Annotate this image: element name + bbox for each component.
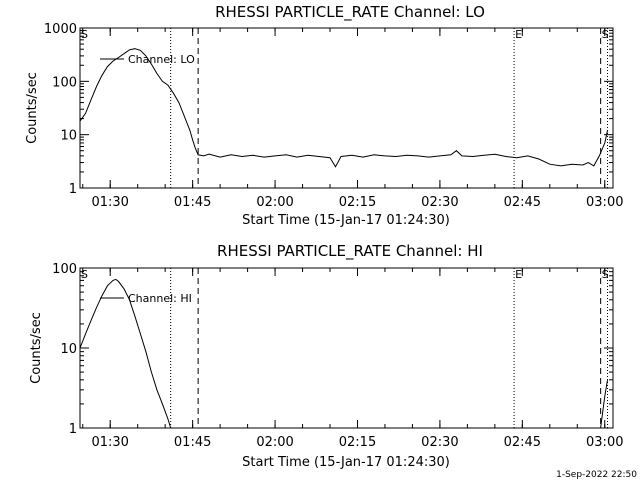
x-tick-label: 02:45 — [504, 195, 541, 210]
x-tick-label: 01:30 — [91, 435, 128, 450]
event-marker-label: S — [602, 268, 609, 281]
series-lines — [79, 278, 608, 429]
chart-title: RHESSI PARTICLE_RATE Channel: HI — [217, 242, 483, 261]
series-lines — [79, 48, 608, 168]
x-tick-label: 03:00 — [586, 435, 623, 450]
y-ticks: 1 10 100 — [52, 262, 613, 437]
x-tick-label: 03:00 — [586, 195, 623, 210]
x-axis-label: Start Time (15-Jan-17 01:24:30) — [242, 455, 450, 470]
chart-panel-lo: RHESSI PARTICLE_RATE Channel: LO Counts/… — [25, 3, 623, 228]
y-tick-label: 100 — [52, 75, 77, 90]
legend: Channel: HI — [100, 292, 192, 305]
x-tick-label: 02:00 — [256, 435, 293, 450]
x-tick-label: 01:30 — [91, 195, 128, 210]
chart-panel-hi: RHESSI PARTICLE_RATE Channel: HI Counts/… — [29, 242, 623, 470]
event-marker-label: S — [602, 28, 609, 41]
timestamp-label: 1-Sep-2022 22:50 — [556, 470, 637, 480]
y-tick-label: 10 — [60, 342, 77, 357]
chart-title: RHESSI PARTICLE_RATE Channel: LO — [215, 3, 485, 22]
series-line-0 — [79, 278, 172, 429]
y-tick-label: 1 — [69, 182, 77, 197]
x-tick-label: 01:45 — [174, 435, 211, 450]
y-tick-label: 100 — [52, 262, 77, 277]
event-marker-label: E — [515, 268, 522, 281]
legend: Channel: LO — [100, 53, 195, 66]
x-tick-label: 02:15 — [339, 195, 376, 210]
x-tick-label: 02:15 — [339, 435, 376, 450]
x-tick-label: 02:45 — [504, 435, 541, 450]
legend-label: Channel: LO — [128, 53, 195, 66]
y-tick-label: 1000 — [44, 22, 77, 37]
legend-label: Channel: HI — [128, 292, 192, 305]
y-axis-label: Counts/sec — [29, 312, 44, 384]
event-marker-label: S — [81, 268, 88, 281]
plot-frame — [79, 27, 614, 189]
x-tick-label: 02:30 — [421, 195, 458, 210]
series-line-1 — [600, 379, 608, 429]
series-line-0 — [79, 48, 608, 168]
x-tick-label: 02:30 — [421, 435, 458, 450]
x-tick-label: 01:45 — [174, 195, 211, 210]
x-ticks: 01:30 01:45 02:00 02:15 02:30 02:45 03:00 — [82, 268, 623, 450]
event-marker-label: S — [81, 28, 88, 41]
y-tick-label: 10 — [60, 129, 77, 144]
y-ticks: 1 10 100 1000 — [44, 22, 613, 197]
x-ticks: 01:30 01:45 02:00 02:15 02:30 02:45 03:00 — [82, 28, 623, 210]
y-tick-label: 1 — [69, 422, 77, 437]
x-tick-label: 02:00 — [256, 195, 293, 210]
event-marker-label: E — [515, 28, 522, 41]
x-axis-label: Start Time (15-Jan-17 01:24:30) — [242, 213, 450, 228]
y-axis-label: Counts/sec — [25, 72, 40, 144]
